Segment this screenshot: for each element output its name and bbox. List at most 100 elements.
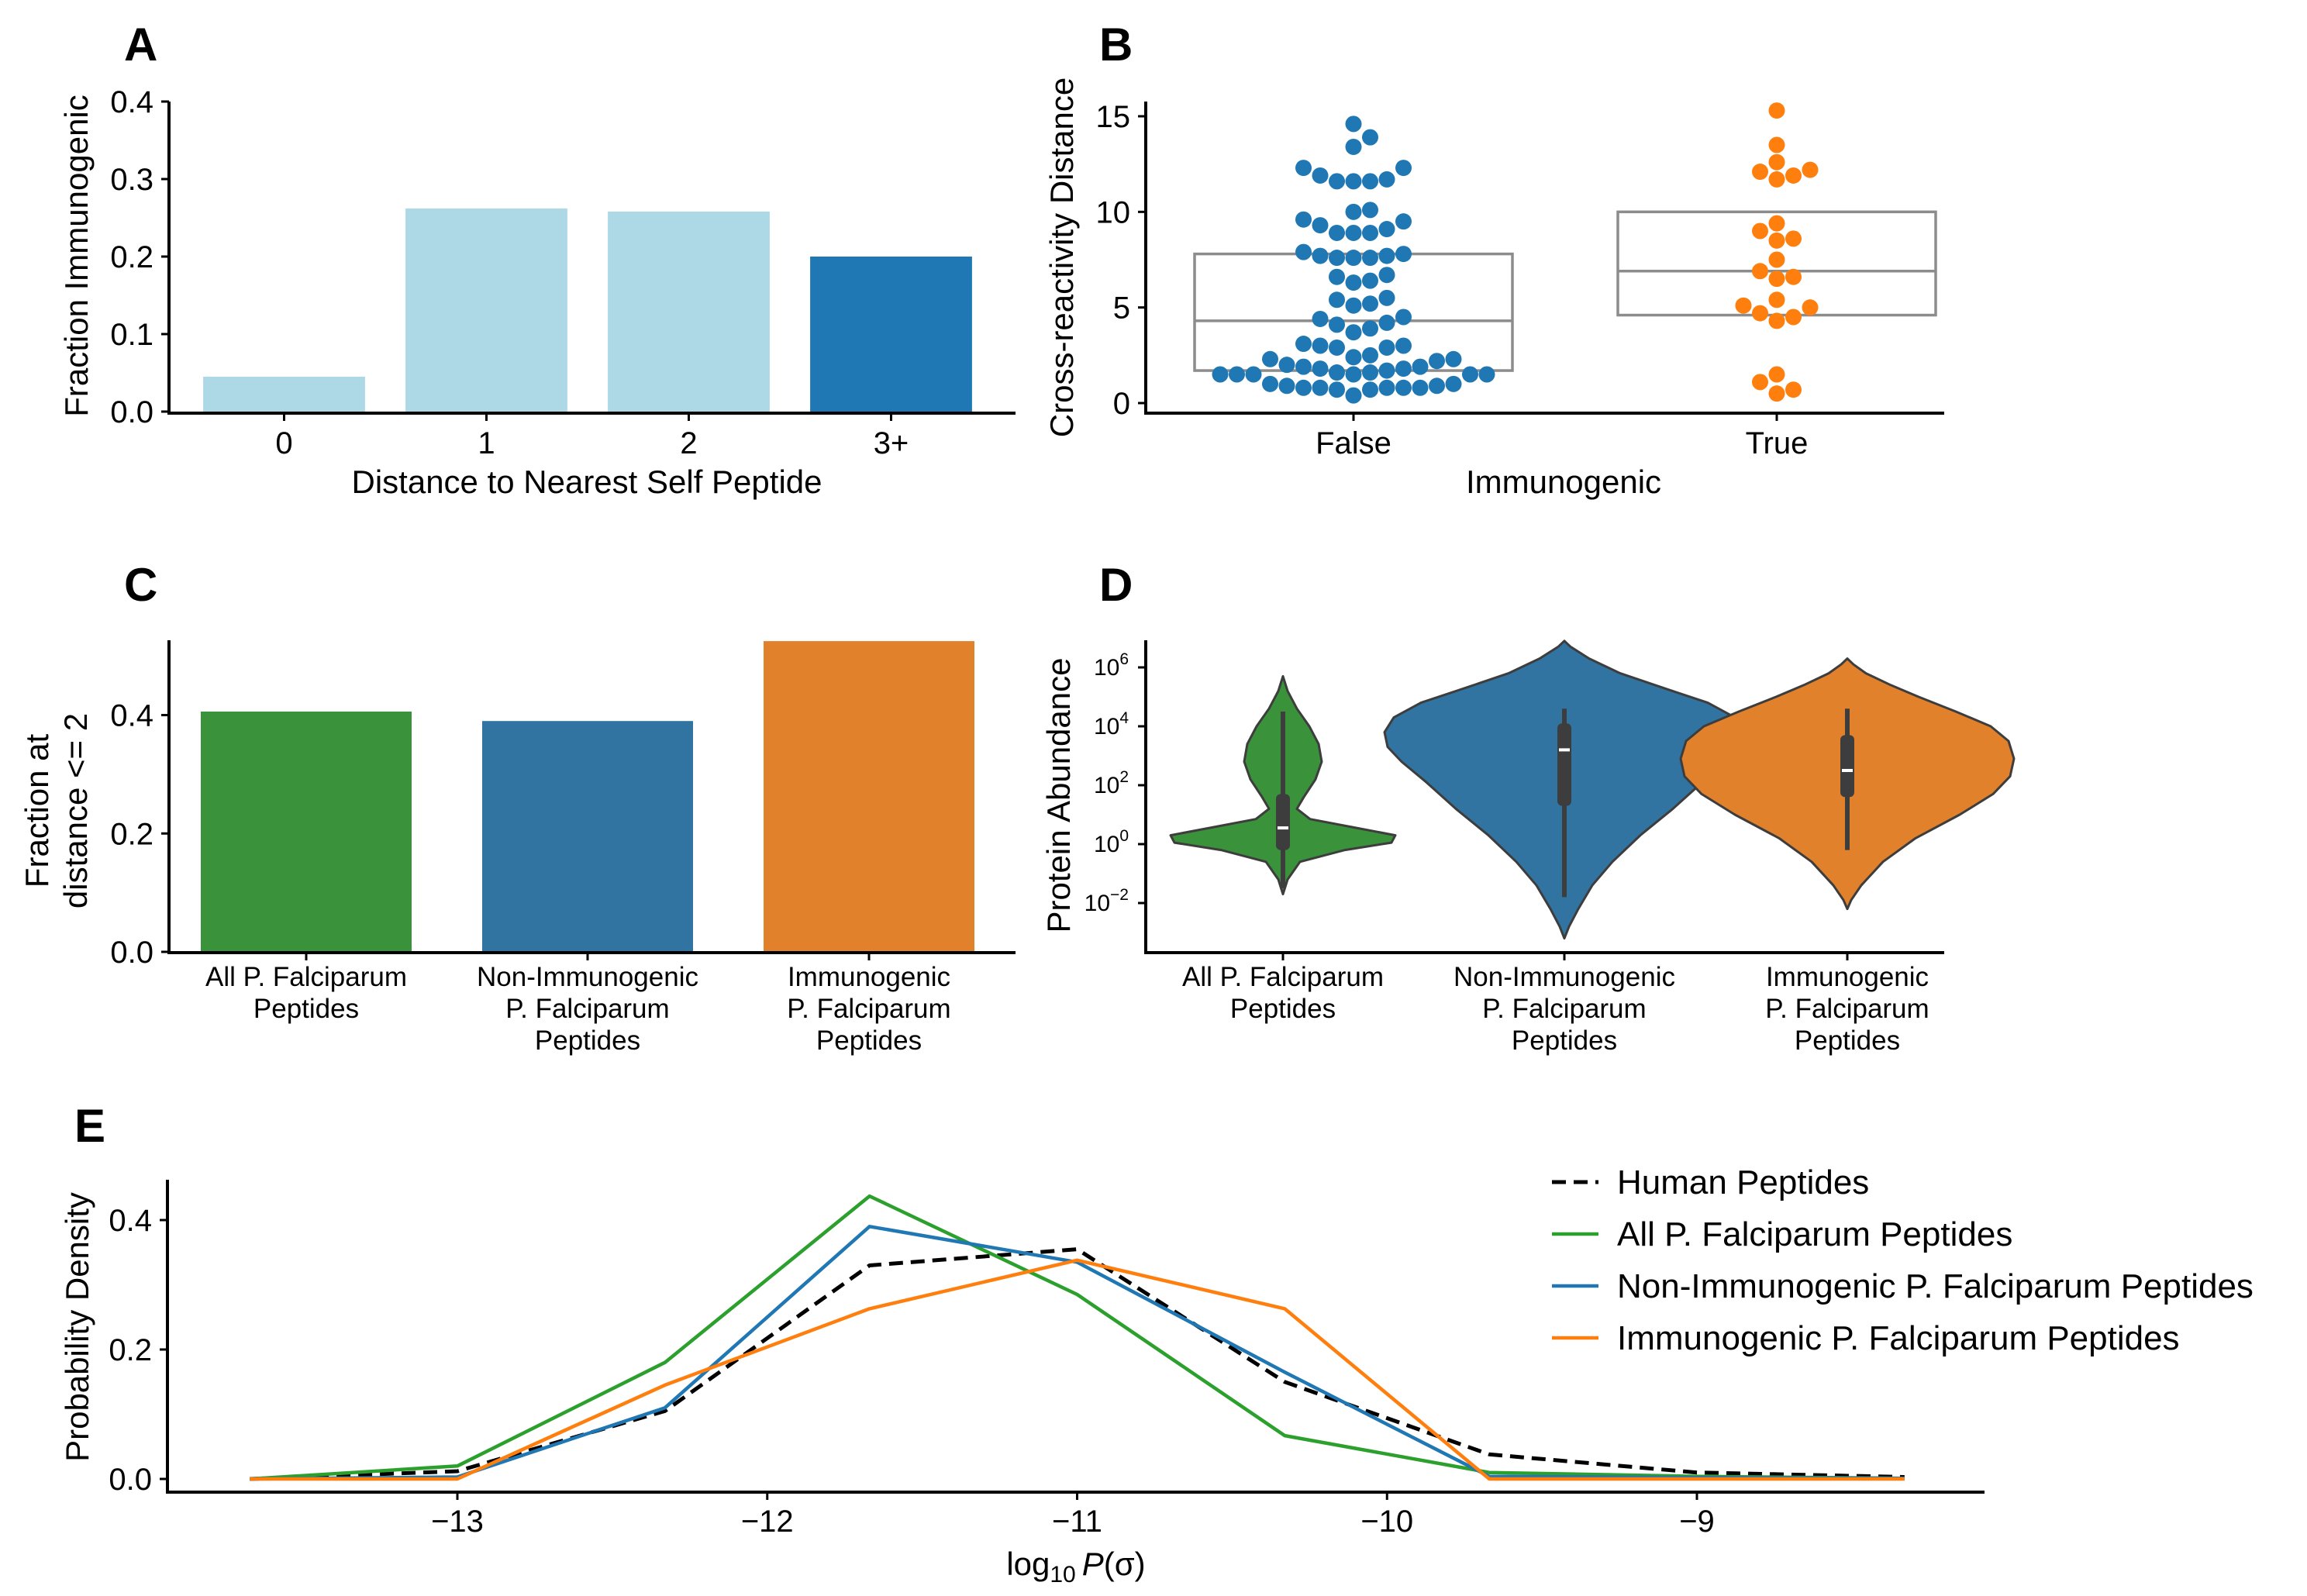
swarm-point-0-29 [1345, 349, 1362, 366]
swarm-point-1-24 [1768, 102, 1785, 119]
panel-e-y-label: Probability Density [59, 1192, 95, 1462]
panel-a: A 0 1 2 3+ 0.0 0.1 0.2 0.3 0.4 Distance to Neare… [58, 19, 1016, 500]
swarm-point-0-44 [1329, 291, 1345, 309]
violin-iqr-2 [1840, 735, 1854, 798]
swarm-point-1-18 [1768, 171, 1785, 188]
panel-c-y-label-line-2: distance <= 2 [57, 713, 94, 908]
swarm-point-0-68 [1329, 173, 1345, 190]
swarm-point-1-17 [1768, 215, 1785, 232]
panel-d: D All P. FalciparumPeptidesNon-Immunogen… [1040, 559, 2016, 1056]
y-tick-label-1: 0.2 [109, 1333, 152, 1367]
panel-e-legend: Human Peptides All P. Falciparum Peptides… [1552, 1163, 2254, 1357]
line-series-0 [250, 1247, 1905, 1481]
x-tick-label-3: −10 [1360, 1505, 1413, 1539]
swarm-point-0-27 [1262, 350, 1278, 367]
swarm-point-0-66 [1345, 173, 1362, 190]
swarm-point-0-72 [1295, 160, 1312, 177]
x-tick-label-1: True [1746, 426, 1809, 460]
panel-a-y-label: Fraction Immunogenic [58, 95, 95, 417]
y-tick-label-2: 0.2 [110, 240, 153, 274]
swarm-point-0-75 [1345, 115, 1362, 133]
panel-d-y-label: Protein Abundance [1040, 658, 1077, 933]
swarm-point-0-33 [1312, 337, 1329, 354]
x-tick-label-0-line-0: All P. Falciparum [205, 962, 407, 992]
y-tick-label-2: 102 [1094, 768, 1129, 798]
swarm-point-0-39 [1378, 314, 1395, 331]
swarm-point-0-35 [1295, 336, 1312, 353]
panel-b-y-label: Cross-reactivity Distance [1043, 78, 1080, 437]
swarm-point-0-21 [1312, 360, 1329, 377]
swarm-point-0-20 [1378, 362, 1395, 379]
swarm-point-0-17 [1212, 366, 1229, 383]
y-tick-label-0: 0 [1113, 387, 1130, 421]
swarm-point-1-21 [1802, 161, 1819, 178]
y-tick-label-2: 0.4 [109, 1204, 152, 1238]
swarm-point-1-1 [1785, 381, 1802, 398]
swarm-point-1-15 [1785, 230, 1802, 247]
y-tick-label-1: 5 [1113, 291, 1130, 326]
swarm-point-0-70 [1312, 167, 1329, 184]
x-tick-label-1-line-2: Peptides [1512, 1026, 1617, 1056]
bar-3 [810, 257, 972, 412]
swarm-point-1-10 [1768, 271, 1785, 288]
swarm-point-0-15 [1229, 366, 1245, 383]
bar-0 [203, 377, 365, 412]
swarm-point-0-0 [1345, 387, 1362, 404]
swarm-point-0-8 [1278, 377, 1295, 395]
x-tick-label-2-line-0: Immunogenic [1766, 962, 1929, 992]
swarm-point-0-4 [1312, 379, 1329, 396]
swarm-point-1-7 [1802, 299, 1819, 316]
swarm-point-0-36 [1345, 324, 1362, 341]
swarm-point-0-11 [1445, 375, 1462, 392]
x-tick-label-1: −12 [741, 1505, 794, 1539]
x-tick-label-0: −13 [431, 1505, 484, 1539]
swarm-point-0-31 [1329, 339, 1345, 356]
swarm-point-1-9 [1768, 291, 1785, 309]
x-tick-label-0: 0 [275, 426, 292, 460]
swarm-point-0-67 [1362, 173, 1378, 190]
y-tick-label-1: 0.2 [110, 817, 153, 851]
panel-c-label: C [124, 559, 157, 611]
x-tick-label-2-line-2: Peptides [816, 1026, 922, 1056]
swarm-point-1-19 [1785, 167, 1802, 184]
y-tick-label-0: 0.0 [110, 936, 153, 970]
y-tick-label-1: 0.1 [110, 318, 153, 352]
swarm-point-0-48 [1329, 268, 1345, 285]
swarm-point-0-22 [1395, 360, 1412, 377]
swarm-point-0-30 [1362, 346, 1378, 364]
swarm-point-0-14 [1462, 366, 1478, 383]
panel-b: B 0 5 10 15 False True Immunogenic Cross-reac… [1043, 19, 1944, 500]
swarm-point-1-23 [1768, 136, 1785, 153]
swarm-point-0-69 [1378, 171, 1395, 188]
swarm-point-0-51 [1362, 250, 1378, 267]
swarm-point-0-12 [1345, 366, 1362, 383]
y-tick-label-0: 0.0 [109, 1463, 152, 1497]
swarm-point-0-71 [1395, 160, 1412, 177]
bar-0 [201, 711, 412, 952]
x-tick-label-4: −9 [1679, 1505, 1715, 1539]
swarm-point-0-19 [1329, 364, 1345, 381]
swarm-point-0-24 [1412, 358, 1429, 375]
swarm-point-0-18 [1362, 364, 1378, 381]
line-series-3 [250, 1258, 1905, 1481]
swarm-point-1-3 [1768, 366, 1785, 383]
swarm-point-0-28 [1445, 350, 1462, 367]
y-tick-label-2: 0.4 [110, 699, 153, 733]
swarm-point-0-16 [1478, 366, 1495, 383]
panel-e: E −13 −12 −11 −10 −9 0.0 0.2 0.4 log10 P(σ) Prob… [59, 1100, 2254, 1587]
swarm-point-1-12 [1752, 263, 1768, 280]
swarm-point-0-5 [1395, 379, 1412, 396]
swarm-point-1-13 [1768, 251, 1785, 268]
bar-2 [764, 641, 974, 952]
panel-c: C All P. FalciparumPeptidesNon-Immunogen… [19, 559, 1016, 1056]
swarm-point-0-43 [1362, 295, 1378, 312]
swarm-point-1-16 [1752, 222, 1768, 240]
y-tick-label-3: 100 [1094, 827, 1129, 857]
panel-e-x-label: log10 P(σ) [1006, 1546, 1145, 1587]
bar-1 [405, 209, 567, 412]
swarm-point-0-65 [1362, 202, 1378, 219]
x-tick-label-1-line-0: Non-Immunogenic [1454, 962, 1675, 992]
x-tick-label-2: −11 [1052, 1505, 1102, 1539]
y-tick-label-0: 0.0 [110, 395, 153, 429]
y-tick-label-0: 106 [1094, 650, 1129, 681]
